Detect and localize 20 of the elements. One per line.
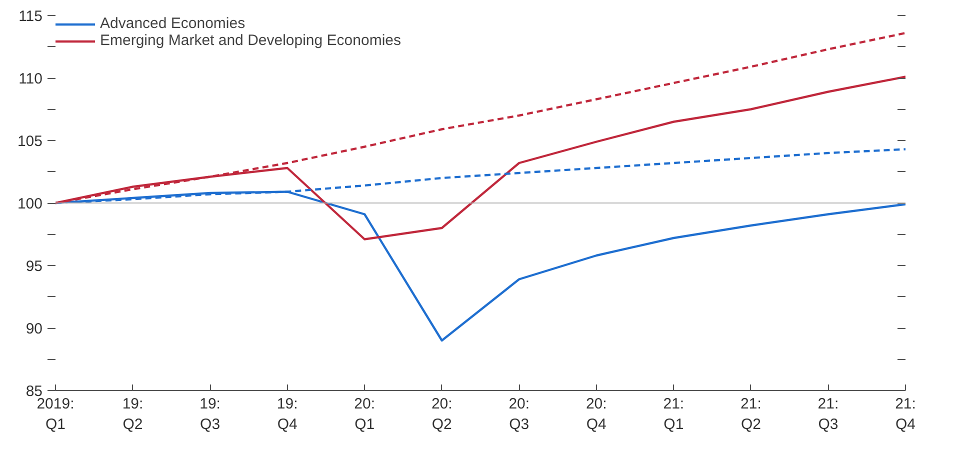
x-tick-label: 20: Q2 (431, 396, 452, 433)
x-tick-label: 2019: Q1 (36, 396, 74, 433)
legend-label: Emerging Market and Developing Economies (100, 32, 401, 49)
legend-label: Advanced Economies (100, 15, 246, 32)
x-tick-label: 20: Q1 (354, 396, 376, 433)
x-tick-label: 19: Q2 (122, 396, 144, 433)
y-tick-label: 90 (26, 320, 43, 338)
y-tick-label: 100 (17, 196, 43, 212)
y-tick-label: 110 (18, 70, 43, 88)
x-tick-label: 20: Q4 (586, 396, 607, 433)
y-tick-label: 95 (26, 258, 43, 275)
y-tick-label: 105 (17, 133, 43, 150)
y-tick-label: 115 (18, 8, 43, 25)
x-tick-label: 21: Q1 (663, 396, 684, 433)
x-tick-label: 20: Q3 (508, 396, 530, 433)
x-tick-label: 19: Q4 (276, 396, 298, 433)
x-tick-label: 19: Q3 (200, 396, 220, 433)
x-tick-label: 21: Q4 (895, 396, 916, 433)
x-tick-label: 21: Q2 (740, 396, 762, 433)
x-tick-label: 21: Q3 (818, 396, 839, 433)
